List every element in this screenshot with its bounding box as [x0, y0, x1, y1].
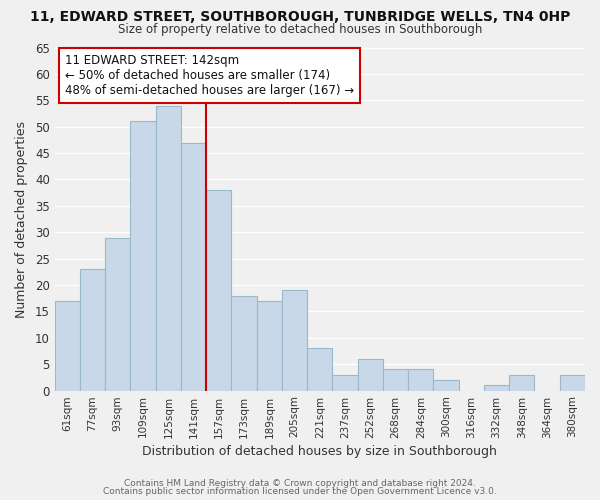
Bar	[80, 269, 105, 390]
Bar	[55, 301, 80, 390]
Bar	[257, 301, 282, 390]
Text: Contains public sector information licensed under the Open Government Licence v3: Contains public sector information licen…	[103, 487, 497, 496]
Bar	[105, 238, 130, 390]
Bar	[484, 386, 509, 390]
Bar	[155, 106, 181, 391]
Text: Contains HM Land Registry data © Crown copyright and database right 2024.: Contains HM Land Registry data © Crown c…	[124, 478, 476, 488]
Text: 11 EDWARD STREET: 142sqm
← 50% of detached houses are smaller (174)
48% of semi-: 11 EDWARD STREET: 142sqm ← 50% of detach…	[65, 54, 355, 98]
Bar	[282, 290, 307, 390]
Bar	[509, 374, 535, 390]
Y-axis label: Number of detached properties: Number of detached properties	[15, 120, 28, 318]
X-axis label: Distribution of detached houses by size in Southborough: Distribution of detached houses by size …	[142, 444, 497, 458]
Text: Size of property relative to detached houses in Southborough: Size of property relative to detached ho…	[118, 22, 482, 36]
Bar	[433, 380, 459, 390]
Bar	[358, 359, 383, 390]
Bar	[560, 374, 585, 390]
Bar	[383, 370, 408, 390]
Bar	[307, 348, 332, 391]
Bar	[408, 370, 433, 390]
Bar	[181, 142, 206, 390]
Bar	[332, 374, 358, 390]
Bar	[130, 122, 155, 390]
Bar	[232, 296, 257, 390]
Bar	[206, 190, 232, 390]
Text: 11, EDWARD STREET, SOUTHBOROUGH, TUNBRIDGE WELLS, TN4 0HP: 11, EDWARD STREET, SOUTHBOROUGH, TUNBRID…	[30, 10, 570, 24]
